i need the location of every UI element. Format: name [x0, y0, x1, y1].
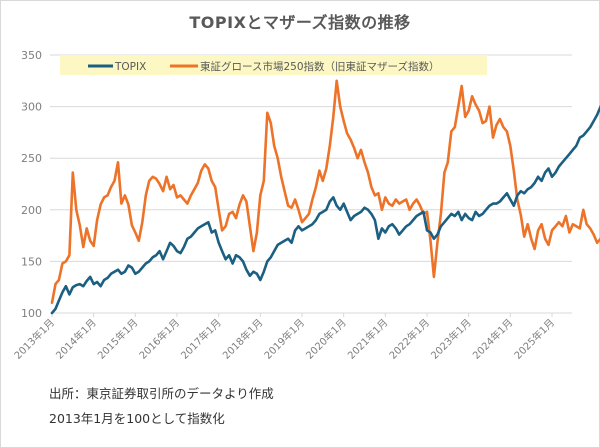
x-tick-label: 2025年1月 — [511, 316, 557, 362]
y-tick-label: 250 — [21, 152, 42, 165]
x-axis: 2013年1月2014年1月2015年1月2016年1月2017年1月2018年… — [11, 313, 557, 362]
y-tick-label: 300 — [21, 101, 42, 114]
x-tick-label: 2022年1月 — [386, 316, 432, 362]
x-tick-label: 2016年1月 — [136, 316, 182, 362]
x-tick-label: 2023年1月 — [428, 316, 474, 362]
x-tick-label: 2013年1月 — [11, 316, 57, 362]
series-line-growth — [50, 79, 600, 305]
y-tick-label: 150 — [21, 255, 42, 268]
x-tick-label: 2021年1月 — [345, 316, 391, 362]
y-tick-label: 100 — [21, 307, 42, 320]
x-tick-label: 2024年1月 — [470, 316, 516, 362]
legend-background — [60, 55, 487, 75]
legend-label-topix: TOPIX — [114, 61, 146, 73]
x-tick-label: 2018年1月 — [220, 316, 266, 362]
source-note: 出所：東京証券取引所のデータより作成 — [49, 386, 274, 401]
y-tick-label: 200 — [21, 204, 42, 217]
gridlines — [50, 54, 572, 314]
chart-title: TOPIXとマザーズ指数の推移 — [189, 13, 411, 32]
y-axis: 100 150 200 250 300 350 — [21, 49, 42, 320]
series-line-topix — [50, 105, 600, 315]
x-tick-label: 2014年1月 — [53, 316, 99, 362]
y-tick-label: 350 — [21, 49, 42, 62]
series-group — [50, 79, 600, 315]
index-base-note: 2013年1月を100として指数化 — [49, 411, 225, 426]
x-tick-label: 2015年1月 — [95, 316, 141, 362]
x-tick-label: 2019年1月 — [261, 316, 307, 362]
chart-notes: 出所：東京証券取引所のデータより作成 2013年1月を100として指数化 — [49, 381, 274, 431]
x-tick-label: 2020年1月 — [303, 316, 349, 362]
legend: TOPIX 東証グロース市場250指数（旧東証マザーズ指数） — [88, 60, 440, 73]
x-tick-label: 2017年1月 — [178, 316, 224, 362]
legend-label-growth: 東証グロース市場250指数（旧東証マザーズ指数） — [200, 60, 440, 73]
